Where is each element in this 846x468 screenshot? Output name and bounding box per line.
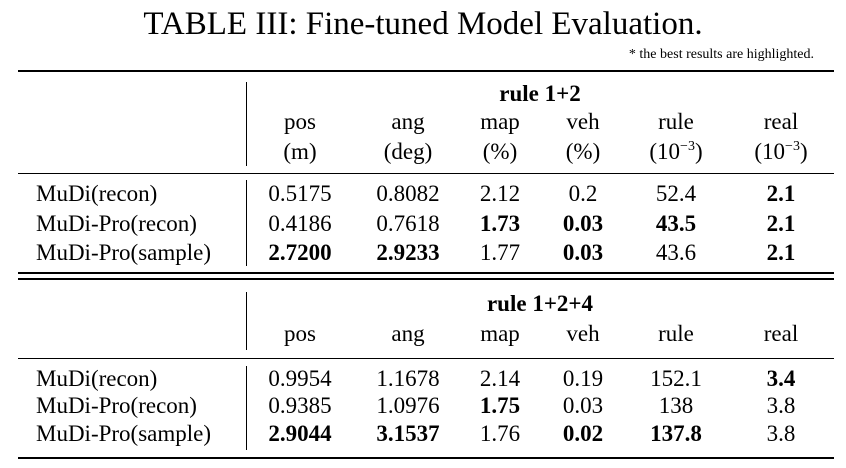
table-cell: 2.1 (766, 240, 796, 265)
mid-double-rule-b (18, 278, 834, 280)
table-cell: 0.19 (562, 366, 604, 391)
column-header: rule (658, 321, 694, 346)
table-cell: 3.1537 (376, 421, 440, 446)
row-label: MuDi(recon) (36, 181, 158, 206)
table-cell: 0.5175 (268, 181, 332, 206)
table-cell: 1.75 (479, 393, 521, 418)
column-header: map (480, 109, 520, 134)
top-rule (18, 70, 834, 72)
column-unit: (%) (565, 139, 601, 164)
table-cell: 2.9233 (376, 240, 440, 265)
table-cell: 1.77 (479, 240, 521, 265)
column-header: veh (566, 109, 600, 134)
column-unit: (10−3) (721, 138, 841, 166)
table-cell: 0.4186 (268, 211, 332, 236)
column-header: ang (391, 109, 425, 134)
group-header: rule 1+2 (499, 81, 581, 106)
table-cell: 137.8 (650, 421, 702, 446)
table-cell: 0.03 (562, 240, 604, 265)
table-cell: 1.76 (479, 421, 521, 446)
table-cell: 2.12 (479, 181, 521, 206)
row-label: MuDi-Pro(sample) (36, 240, 212, 265)
table-cell: 0.03 (562, 211, 604, 236)
group-header: rule 1+2+4 (486, 291, 594, 316)
column-header: real (763, 321, 799, 346)
table-cell: 0.7618 (376, 211, 440, 236)
table-cell: 2.1 (766, 181, 796, 206)
column-header: veh (566, 321, 600, 346)
column-unit: (deg) (383, 139, 433, 164)
unit-exponent: −3 (680, 139, 695, 154)
row-label: MuDi-Pro(sample) (36, 421, 212, 446)
row-label: MuDi(recon) (36, 366, 158, 391)
table-caption: TABLE III: Fine-tuned Model Evaluation. (143, 6, 703, 42)
column-header: pos (284, 321, 316, 346)
column-header: map (480, 321, 520, 346)
table-cell: 0.9954 (268, 366, 332, 391)
unit-close: ) (694, 139, 703, 164)
header-rule-2 (18, 358, 834, 359)
bottom-rule (18, 457, 834, 459)
column-header: ang (391, 321, 425, 346)
table-cell: 0.9385 (268, 393, 332, 418)
header-rule-1 (18, 173, 834, 174)
table-cell: 152.1 (650, 366, 702, 391)
table-cell: 1.0976 (376, 393, 440, 418)
table-cell: 0.8082 (376, 181, 440, 206)
vertical-separator (246, 180, 247, 266)
table-cell: 3.8 (766, 393, 796, 418)
vertical-separator (246, 292, 247, 350)
table-cell: 3.4 (766, 366, 796, 391)
column-header: real (763, 109, 799, 134)
unit-close: ) (799, 139, 808, 164)
table-cell: 2.9044 (268, 421, 332, 446)
table-cell: 43.6 (655, 240, 697, 265)
row-label: MuDi-Pro(recon) (36, 211, 197, 236)
table-cell: 0.03 (562, 393, 604, 418)
column-unit: (10−3) (616, 138, 736, 166)
table-cell: 1.73 (479, 211, 521, 236)
table-cell: 2.1 (766, 211, 796, 236)
table-cell: 43.5 (655, 211, 697, 236)
row-label: MuDi-Pro(recon) (36, 393, 197, 418)
vertical-separator (246, 82, 247, 166)
column-unit: (m) (283, 139, 317, 164)
table-cell: 3.8 (766, 421, 796, 446)
table-cell: 138 (658, 393, 694, 418)
table-cell: 0.02 (562, 421, 604, 446)
table-cell: 1.1678 (376, 366, 440, 391)
column-header: pos (284, 109, 316, 134)
column-header: rule (658, 109, 694, 134)
table-cell: 52.4 (655, 181, 697, 206)
table-cell: 2.14 (479, 366, 521, 391)
table-cell: 2.7200 (268, 240, 332, 265)
column-unit: (%) (482, 139, 518, 164)
table-note: * the best results are highlighted. (628, 47, 814, 62)
unit-base: (10 (754, 139, 786, 164)
mid-double-rule-a (18, 272, 834, 274)
unit-base: (10 (649, 139, 681, 164)
unit-exponent: −3 (785, 139, 800, 154)
vertical-separator (246, 366, 247, 450)
table-cell: 0.2 (568, 181, 598, 206)
